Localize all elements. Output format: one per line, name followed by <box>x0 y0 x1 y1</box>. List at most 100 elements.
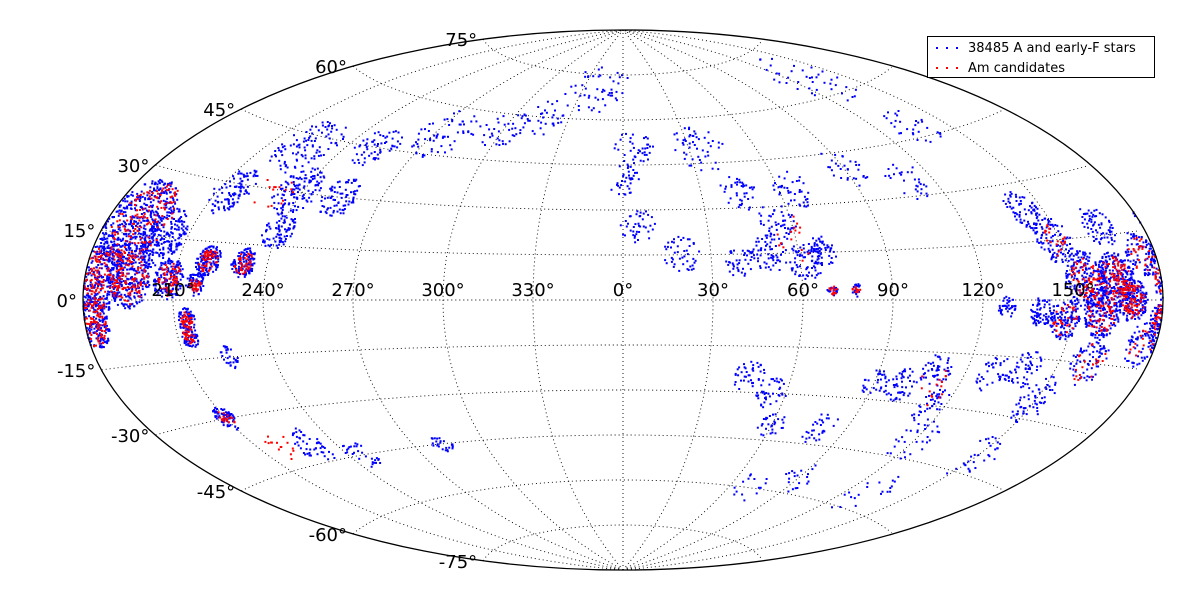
star-point <box>893 173 895 176</box>
star-point <box>626 167 629 169</box>
star-point <box>226 348 229 351</box>
star-point <box>866 176 869 179</box>
star-point <box>421 155 424 158</box>
star-point <box>1008 201 1011 204</box>
star-point <box>781 224 784 227</box>
star-point <box>736 266 739 269</box>
star-point <box>1035 312 1038 315</box>
star-point <box>634 171 636 174</box>
star-point <box>127 272 130 275</box>
star-point <box>574 84 577 87</box>
star-point <box>150 228 153 230</box>
star-point <box>285 186 288 189</box>
star-point <box>243 275 246 278</box>
star-point <box>417 132 420 135</box>
star-point <box>1126 319 1129 322</box>
star-point <box>151 218 154 221</box>
star-point <box>581 84 584 87</box>
star-point <box>1147 334 1150 337</box>
star-point <box>1144 302 1146 305</box>
star-point <box>150 232 153 235</box>
star-point <box>819 272 822 275</box>
star-point <box>450 443 453 446</box>
star-point <box>1030 211 1033 214</box>
star-point <box>851 291 854 294</box>
star-point <box>1120 261 1123 264</box>
star-point <box>1086 305 1089 308</box>
star-point <box>162 253 165 256</box>
star-point <box>305 448 308 451</box>
star-point <box>831 244 833 247</box>
star-point <box>371 461 374 464</box>
star-point <box>241 185 244 188</box>
star-point <box>629 165 632 168</box>
star-point <box>138 216 141 219</box>
star-point <box>338 208 341 211</box>
star-point <box>459 123 462 126</box>
star-point <box>351 453 354 455</box>
star-point <box>104 331 107 334</box>
star-point <box>286 235 288 237</box>
star-point <box>829 248 832 251</box>
star-point <box>115 295 118 298</box>
star-point <box>186 228 189 231</box>
star-point <box>107 279 110 282</box>
star-point <box>124 307 127 310</box>
star-point <box>161 262 164 265</box>
star-point <box>112 266 115 269</box>
star-point <box>118 295 121 298</box>
star-point <box>916 198 919 200</box>
star-point <box>352 199 355 202</box>
star-point <box>1034 232 1037 235</box>
star-point <box>1124 259 1126 262</box>
star-point <box>251 270 253 272</box>
star-point <box>783 177 786 180</box>
star-point <box>631 133 634 136</box>
star-point <box>1073 261 1076 264</box>
star-point <box>1085 349 1088 352</box>
star-point <box>1134 261 1137 264</box>
star-point <box>1107 282 1110 285</box>
star-point <box>122 215 125 218</box>
star-point <box>102 276 105 279</box>
star-point <box>172 205 175 208</box>
star-point <box>793 261 796 264</box>
star-point <box>1111 243 1114 246</box>
star-point <box>1110 291 1112 294</box>
star-point <box>311 144 314 147</box>
star-point <box>159 216 162 219</box>
star-point <box>122 304 125 307</box>
star-point <box>791 247 794 250</box>
star-point <box>344 204 347 207</box>
star-point <box>1038 299 1041 302</box>
star-point <box>1069 301 1072 303</box>
star-point <box>732 265 735 268</box>
star-point <box>1140 282 1143 285</box>
star-point <box>1060 251 1062 254</box>
star-point <box>185 343 188 346</box>
star-point <box>1037 321 1040 324</box>
star-point <box>113 264 116 267</box>
star-point <box>664 245 667 248</box>
star-point <box>163 268 166 271</box>
star-point <box>184 307 187 310</box>
star-point <box>302 170 305 173</box>
star-point <box>1086 222 1089 225</box>
star-point <box>810 248 813 251</box>
star-point <box>642 225 645 228</box>
star-point <box>542 116 545 119</box>
star-point <box>1066 310 1069 313</box>
star-point <box>1066 286 1069 288</box>
star-point <box>1055 256 1058 259</box>
star-point <box>151 204 154 207</box>
star-point <box>94 292 97 295</box>
star-point <box>161 252 164 255</box>
star-point <box>817 261 820 264</box>
star-point <box>1149 330 1152 333</box>
star-point <box>540 112 542 115</box>
star-point <box>134 235 137 238</box>
star-point <box>194 345 197 348</box>
star-point <box>354 442 357 445</box>
star-point <box>275 227 278 229</box>
star-point <box>358 161 361 164</box>
